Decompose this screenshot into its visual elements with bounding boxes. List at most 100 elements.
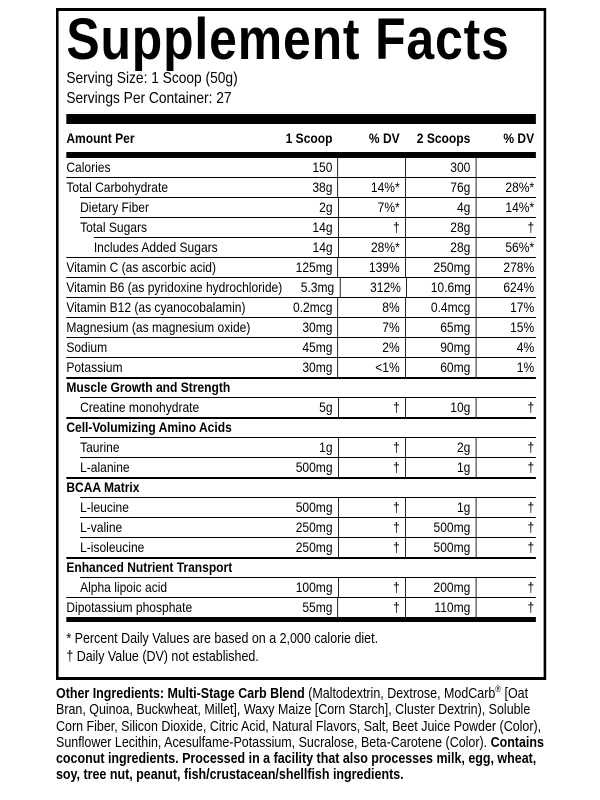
amount-cell: 200mg — [404, 577, 476, 597]
amount-cell: 312% — [339, 277, 406, 297]
amount-cell: † — [337, 537, 405, 557]
section-heading: Enhanced Nutrient Transport — [66, 559, 233, 575]
amount-cell: 30mg — [302, 359, 333, 375]
nutrient-row: Total Sugars 14g † 28g † — [66, 217, 536, 237]
amount-cell: 250mg — [295, 519, 333, 535]
nutrient-name: Calories — [66, 159, 111, 175]
amount-cell: 55mg — [302, 599, 333, 615]
row-rule — [66, 277, 536, 278]
nutrient-row: L-valine 250mg † 500mg † — [66, 517, 536, 537]
nutrient-name: Taurine — [80, 439, 120, 455]
amount-cell: † — [337, 517, 405, 537]
nutrient-name: Dietary Fiber — [80, 199, 150, 215]
row-rule — [80, 577, 536, 578]
amount-cell: † — [475, 437, 536, 457]
amount-cell: 500mg — [295, 459, 333, 475]
amount-cell: 28g — [404, 217, 476, 237]
amount-cell: 14%* — [475, 197, 536, 217]
row-rule — [80, 197, 536, 198]
amount-cell: 4% — [475, 337, 535, 357]
supplement-facts-panel: Supplement Facts Serving Size: 1 Scoop (… — [56, 7, 547, 680]
nutrient-row: Dietary Fiber 2g 7%* 4g 14%* — [66, 197, 536, 217]
amount-cell: 139% — [337, 257, 405, 277]
amount-cell: † — [475, 397, 536, 417]
amount-cell: 76g — [404, 177, 476, 197]
column-header: % DV — [368, 130, 400, 146]
amount-cell: † — [475, 597, 535, 617]
row-rule — [66, 357, 536, 358]
title: Supplement Facts — [66, 7, 510, 72]
nutrient-row: Potassium 30mg <1% 60mg 1% — [66, 357, 536, 377]
amount-cell: 56%* — [475, 237, 536, 257]
amount-cell: † — [475, 537, 536, 557]
nutrient-name: L-valine — [80, 519, 123, 535]
section-heading-row: BCAA Matrix — [66, 477, 536, 497]
amount-cell: † — [475, 217, 536, 237]
amount-cell: † — [475, 497, 536, 517]
amount-cell: 1% — [475, 357, 535, 377]
nutrient-row: Dipotassium phosphate 55mg † 110mg † — [66, 597, 536, 617]
nutrient-row: Calories 150 300 — [66, 157, 536, 177]
footnote: † Daily Value (DV) not established. — [66, 649, 259, 665]
column-header: Amount Per — [66, 130, 135, 146]
amount-cell: † — [337, 597, 405, 617]
row-rule — [66, 157, 536, 158]
nutrient-row: Total Carbohydrate 38g 14%* 76g 28%* — [66, 177, 536, 197]
amount-cell: 0.4mcg — [404, 297, 476, 317]
amount-cell: 150 — [312, 159, 333, 175]
ingredient-text: Other Ingredients: Multi-Stage Carb Blen… — [56, 686, 305, 702]
amount-cell: 2% — [337, 337, 405, 357]
amount-cell: † — [337, 437, 405, 457]
nutrient-name: L-alanine — [80, 459, 130, 475]
amount-cell: 14%* — [337, 177, 405, 197]
section-heading-row: Enhanced Nutrient Transport — [66, 557, 536, 577]
nutrient-row: Vitamin B6 (as pyridoxine hydrochloride)… — [66, 277, 536, 297]
ingredient-text: (Maltodextrin, Dextrose, ModCarb — [304, 686, 496, 702]
column-header: 1 Scoop — [285, 130, 333, 146]
nutrient-row: Vitamin B12 (as cyanocobalamin) 0.2mcg 8% 0… — [66, 297, 536, 317]
amount-cell: 5g — [319, 399, 333, 415]
row-rule — [66, 297, 536, 298]
row-rule — [66, 177, 536, 178]
amount-cell: 1g — [404, 457, 476, 477]
nutrient-name: L-isoleucine — [80, 539, 145, 555]
amount-cell: 300 — [404, 157, 476, 177]
row-rule — [80, 497, 536, 498]
nutrient-row: Sodium 45mg 2% 90mg 4% — [66, 337, 536, 357]
serving-size: Serving Size: 1 Scoop (50g) — [66, 70, 238, 87]
amount-cell: 45mg — [302, 339, 333, 355]
amount-cell: † — [337, 217, 405, 237]
amount-cell: † — [337, 497, 405, 517]
amount-cell: 7% — [337, 317, 405, 337]
thick-rule — [66, 617, 536, 622]
row-rule — [66, 257, 536, 258]
row-rule — [66, 417, 536, 419]
row-rule — [80, 397, 536, 398]
amount-cell: 500mg — [404, 517, 476, 537]
row-rule — [80, 217, 536, 218]
nutrient-row: L-alanine 500mg † 1g † — [66, 457, 536, 477]
amount-cell: 0.2mcg — [292, 299, 333, 315]
nutrient-row: Includes Added Sugars 14g 28%* 28g 56%* — [66, 237, 536, 257]
amount-cell: 10g — [404, 397, 476, 417]
amount-cell: 100mg — [295, 579, 333, 595]
row-rule — [80, 537, 536, 538]
amount-cell: 28%* — [475, 177, 535, 197]
row-rule — [66, 377, 536, 379]
column-header: 2 Scoops — [416, 130, 471, 146]
nutrient-name: Magnesium (as magnesium oxide) — [66, 319, 251, 335]
amount-cell: 4g — [404, 197, 476, 217]
ingredient-text: Contains coconut ingredients. Processed … — [56, 734, 544, 784]
amount-cell: 14g — [312, 219, 333, 235]
ingredient-text: [Oat Bran, Quinoa, Buckwheat, Millet], W… — [56, 686, 542, 751]
nutrient-name: Includes Added Sugars — [93, 239, 218, 255]
amount-cell: 10.6mg — [406, 277, 476, 297]
amount-cell: 14g — [312, 239, 333, 255]
footnotes: * Percent Daily Values are based on a 2,… — [66, 622, 536, 666]
amount-cell: 7%* — [337, 197, 405, 217]
amount-cell: 125mg — [295, 259, 333, 275]
nutrient-row: Vitamin C (as ascorbic acid) 125mg 139% 250… — [66, 257, 536, 277]
amount-cell: 28%* — [337, 237, 405, 257]
amount-cell: † — [475, 457, 536, 477]
amount-cell: 38g — [312, 179, 333, 195]
